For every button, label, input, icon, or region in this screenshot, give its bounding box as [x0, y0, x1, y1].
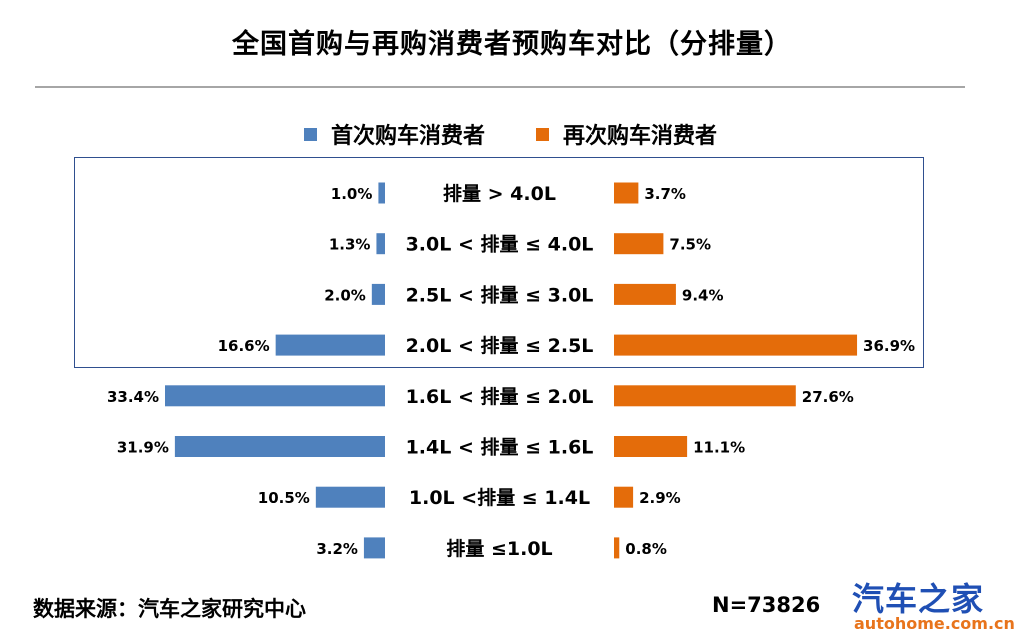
legend-item-first: 首次购车消费者 [304, 118, 485, 150]
logo-url: autohome.com.cn [854, 614, 1015, 633]
bar-first-7 [363, 537, 385, 559]
data-label-repeat-2: 9.4% [682, 286, 724, 304]
data-label-repeat-4: 27.6% [802, 388, 854, 406]
category-label-2: 2.5L < 排量 ≤ 3.0L [406, 283, 594, 306]
legend-item-repeat: 再次购车消费者 [536, 118, 717, 150]
bar-repeat-3 [614, 334, 858, 356]
bar-first-6 [315, 486, 385, 508]
legend-swatch-first [304, 127, 317, 141]
bar-repeat-1 [614, 233, 664, 255]
data-label-first-4: 33.4% [107, 388, 159, 406]
autohome-logo: 汽车之家 autohome.com.cn [846, 574, 1015, 636]
category-label-1: 3.0L < 排量 ≤ 4.0L [406, 233, 594, 256]
bar-repeat-6 [614, 486, 634, 508]
data-label-repeat-6: 2.9% [639, 489, 681, 507]
bar-first-2 [371, 283, 385, 305]
data-label-repeat-0: 3.7% [644, 185, 686, 203]
data-label-first-2: 2.0% [324, 286, 366, 304]
category-label-3: 2.0L < 排量 ≤ 2.5L [406, 334, 594, 357]
bar-first-5 [174, 436, 385, 457]
data-label-repeat-5: 11.1% [693, 439, 745, 457]
logo-wordmark: 汽车之家 [852, 580, 985, 618]
data-label-first-5: 31.9% [117, 439, 169, 457]
category-label-6: 1.0L <排量 ≤ 1.4L [409, 486, 590, 509]
source-note: 数据来源：汽车之家研究中心 [33, 597, 306, 621]
data-label-first-6: 10.5% [258, 489, 310, 507]
chart-title: 全国首购与再购消费者预购车对比（分排量） [232, 29, 792, 60]
legend-label-first: 首次购车消费者 [331, 124, 486, 149]
category-label-7: 排量 ≤1.0L [446, 537, 552, 560]
bar-first-0 [378, 182, 385, 204]
bar-first-1 [376, 233, 385, 255]
title-divider [35, 86, 965, 88]
data-label-first-7: 3.2% [316, 540, 358, 558]
data-label-repeat-1: 7.5% [669, 236, 711, 254]
category-label-0: 排量 > 4.0L [443, 182, 556, 205]
legend-swatch-repeat [536, 127, 549, 141]
category-label-4: 1.6L < 排量 ≤ 2.0L [406, 385, 594, 408]
bar-first-3 [275, 334, 385, 356]
bar-first-4 [165, 385, 385, 407]
data-label-first-0: 1.0% [331, 185, 373, 203]
bar-repeat-2 [614, 283, 676, 305]
bar-repeat-5 [614, 436, 688, 457]
category-label-5: 1.4L < 排量 ≤ 1.6L [406, 436, 594, 459]
data-label-first-1: 1.3% [329, 236, 371, 254]
data-label-repeat-3: 36.9% [863, 337, 915, 355]
data-label-repeat-7: 0.8% [625, 540, 667, 558]
legend-label-repeat: 再次购车消费者 [563, 124, 718, 149]
bar-repeat-7 [614, 537, 620, 559]
highlight-box [74, 157, 924, 368]
data-label-first-3: 16.6% [218, 337, 270, 355]
legend: 首次购车消费者 再次购车消费者 [0, 118, 1024, 150]
sample-size: N=73826 [712, 593, 821, 617]
bar-repeat-4 [614, 385, 796, 407]
bar-repeat-0 [614, 182, 639, 204]
